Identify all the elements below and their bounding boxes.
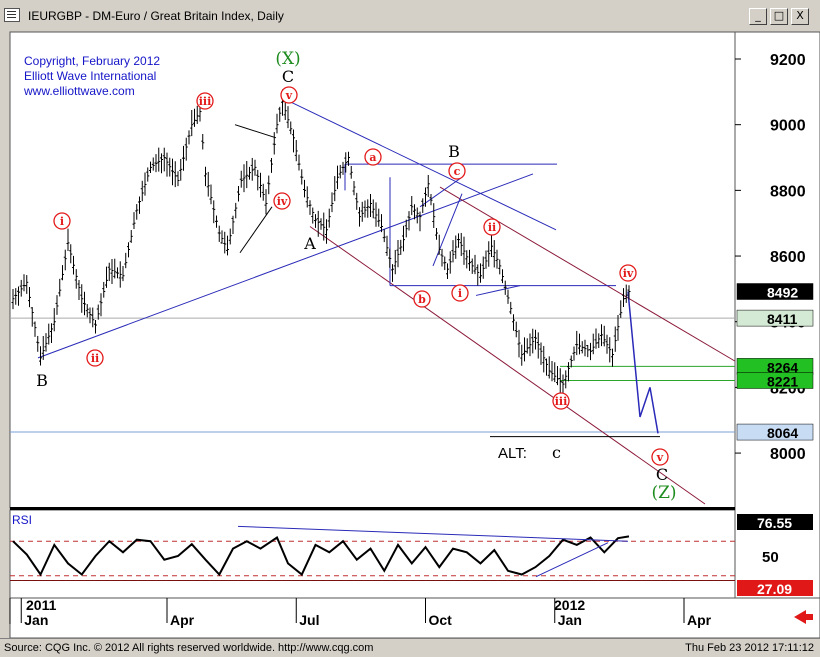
copyright-line: Copyright, February 2012 — [24, 54, 161, 68]
alt-wave-label: c — [552, 443, 561, 462]
wave-label: v — [285, 89, 293, 102]
copyright-line: Elliott Wave International — [24, 69, 157, 83]
wave-label: c — [454, 165, 461, 178]
rsi-panel — [9, 509, 736, 599]
wave-label-plain: A — [303, 234, 316, 253]
price-chart: 9200900088008600840082008000JanAprJulOct… — [9, 31, 820, 638]
month-label: Jan — [24, 612, 48, 628]
wave-label: iv — [623, 267, 634, 280]
price-tag — [736, 309, 814, 327]
alt-label: ALT: — [498, 445, 527, 462]
trendline — [475, 285, 521, 296]
rsi-trendline — [237, 525, 629, 542]
wave-label-circle — [651, 448, 669, 466]
wave-label-circle — [86, 349, 104, 367]
rsi-tag-text: 76.55 — [757, 515, 792, 531]
rsi-tick-label: 50 — [762, 549, 779, 566]
time-axis — [9, 597, 820, 638]
wave-label-plain: C — [656, 465, 668, 484]
status-source: Source: CQG Inc. © 2012 All rights reser… — [4, 642, 374, 654]
wave-label: iv — [277, 195, 288, 208]
trendline — [289, 101, 557, 231]
price-tag — [736, 372, 814, 389]
wave-label-plain: B — [36, 371, 48, 390]
wave-label-circle — [448, 162, 466, 180]
minimize-button[interactable]: _ — [749, 8, 767, 25]
last-price-tag — [736, 283, 814, 300]
wave-label: i — [60, 215, 64, 228]
rsi-title: RSI — [12, 513, 32, 527]
rsi-tag-text: 27.09 — [757, 581, 792, 597]
copyright-line: www.elliottwave.com — [24, 84, 135, 98]
price-tag — [736, 423, 814, 441]
wave-label: a — [369, 151, 376, 164]
last-price-tag-text: 8492 — [767, 285, 798, 301]
wave-label-circle — [53, 212, 71, 230]
trendline — [234, 124, 277, 139]
maximize-button[interactable]: □ — [770, 8, 788, 25]
wave-label-circle — [196, 92, 214, 110]
title-bar: IEURGBP - DM-Euro / Great Britain Index,… — [0, 0, 820, 30]
wave-label-circle — [280, 86, 298, 104]
chart-app-icon — [4, 8, 20, 22]
month-label: Jul — [299, 612, 319, 628]
wave-label-circle — [451, 284, 469, 302]
wave-label-circle — [619, 264, 637, 282]
wave-label: v — [656, 451, 664, 464]
price-tick-label: 8600 — [770, 249, 806, 266]
year-label: 2012 — [554, 597, 585, 613]
wave-label-circle — [413, 290, 431, 308]
window-title: IEURGBP - DM-Euro / Great Britain Index,… — [28, 9, 284, 23]
wave-label-circle — [483, 218, 501, 236]
month-label: Apr — [687, 612, 712, 628]
wave-label: ii — [91, 352, 99, 365]
wave-label-plain: C — [282, 67, 294, 86]
price-tick-label: 8800 — [770, 183, 806, 200]
year-label: 2011 — [26, 597, 57, 613]
price-tick-label: 8000 — [770, 446, 806, 463]
price-tag-text: 8221 — [767, 374, 798, 390]
wave-label: i — [458, 287, 462, 300]
projection-path — [627, 291, 659, 434]
price-tag-text: 8411 — [767, 311, 798, 327]
channel-line — [439, 186, 736, 362]
panel-divider — [10, 507, 735, 510]
status-bar: Source: CQG Inc. © 2012 All rights reser… — [0, 638, 820, 657]
wave-label-degree: (Z) — [651, 483, 676, 503]
price-tick-label: 9200 — [770, 52, 806, 69]
rsi-line — [12, 535, 630, 577]
price-tag-text: 8264 — [767, 359, 798, 375]
rsi-trendline — [535, 542, 609, 578]
month-label: Oct — [429, 612, 453, 628]
trendline — [37, 173, 534, 359]
wave-label: ii — [488, 221, 496, 234]
rsi-tag — [737, 514, 813, 530]
close-button[interactable]: X — [791, 8, 809, 25]
trendline — [419, 176, 463, 208]
price-tick-label: 9000 — [770, 118, 806, 135]
channel-line — [309, 226, 706, 505]
wave-label-degree: (X) — [275, 49, 300, 69]
wave-label-plain: B — [448, 142, 460, 161]
scroll-right-icon — [794, 610, 813, 624]
wave-label: iii — [199, 95, 212, 108]
trendline — [239, 206, 273, 254]
copyright-notice: Copyright, February 2012 Elliott Wave In… — [24, 54, 160, 99]
wave-label-circle — [552, 392, 570, 410]
wave-label: b — [418, 293, 426, 306]
wave-label: iii — [555, 395, 568, 408]
price-tag-text: 8064 — [767, 425, 798, 441]
status-datetime: Thu Feb 23 2012 17:11:12 — [685, 642, 814, 654]
month-label: Apr — [170, 612, 195, 628]
wave-label-circle — [364, 148, 382, 166]
wave-label-circle — [273, 192, 291, 210]
month-label: Jan — [558, 612, 582, 628]
rsi-tag — [737, 580, 813, 596]
